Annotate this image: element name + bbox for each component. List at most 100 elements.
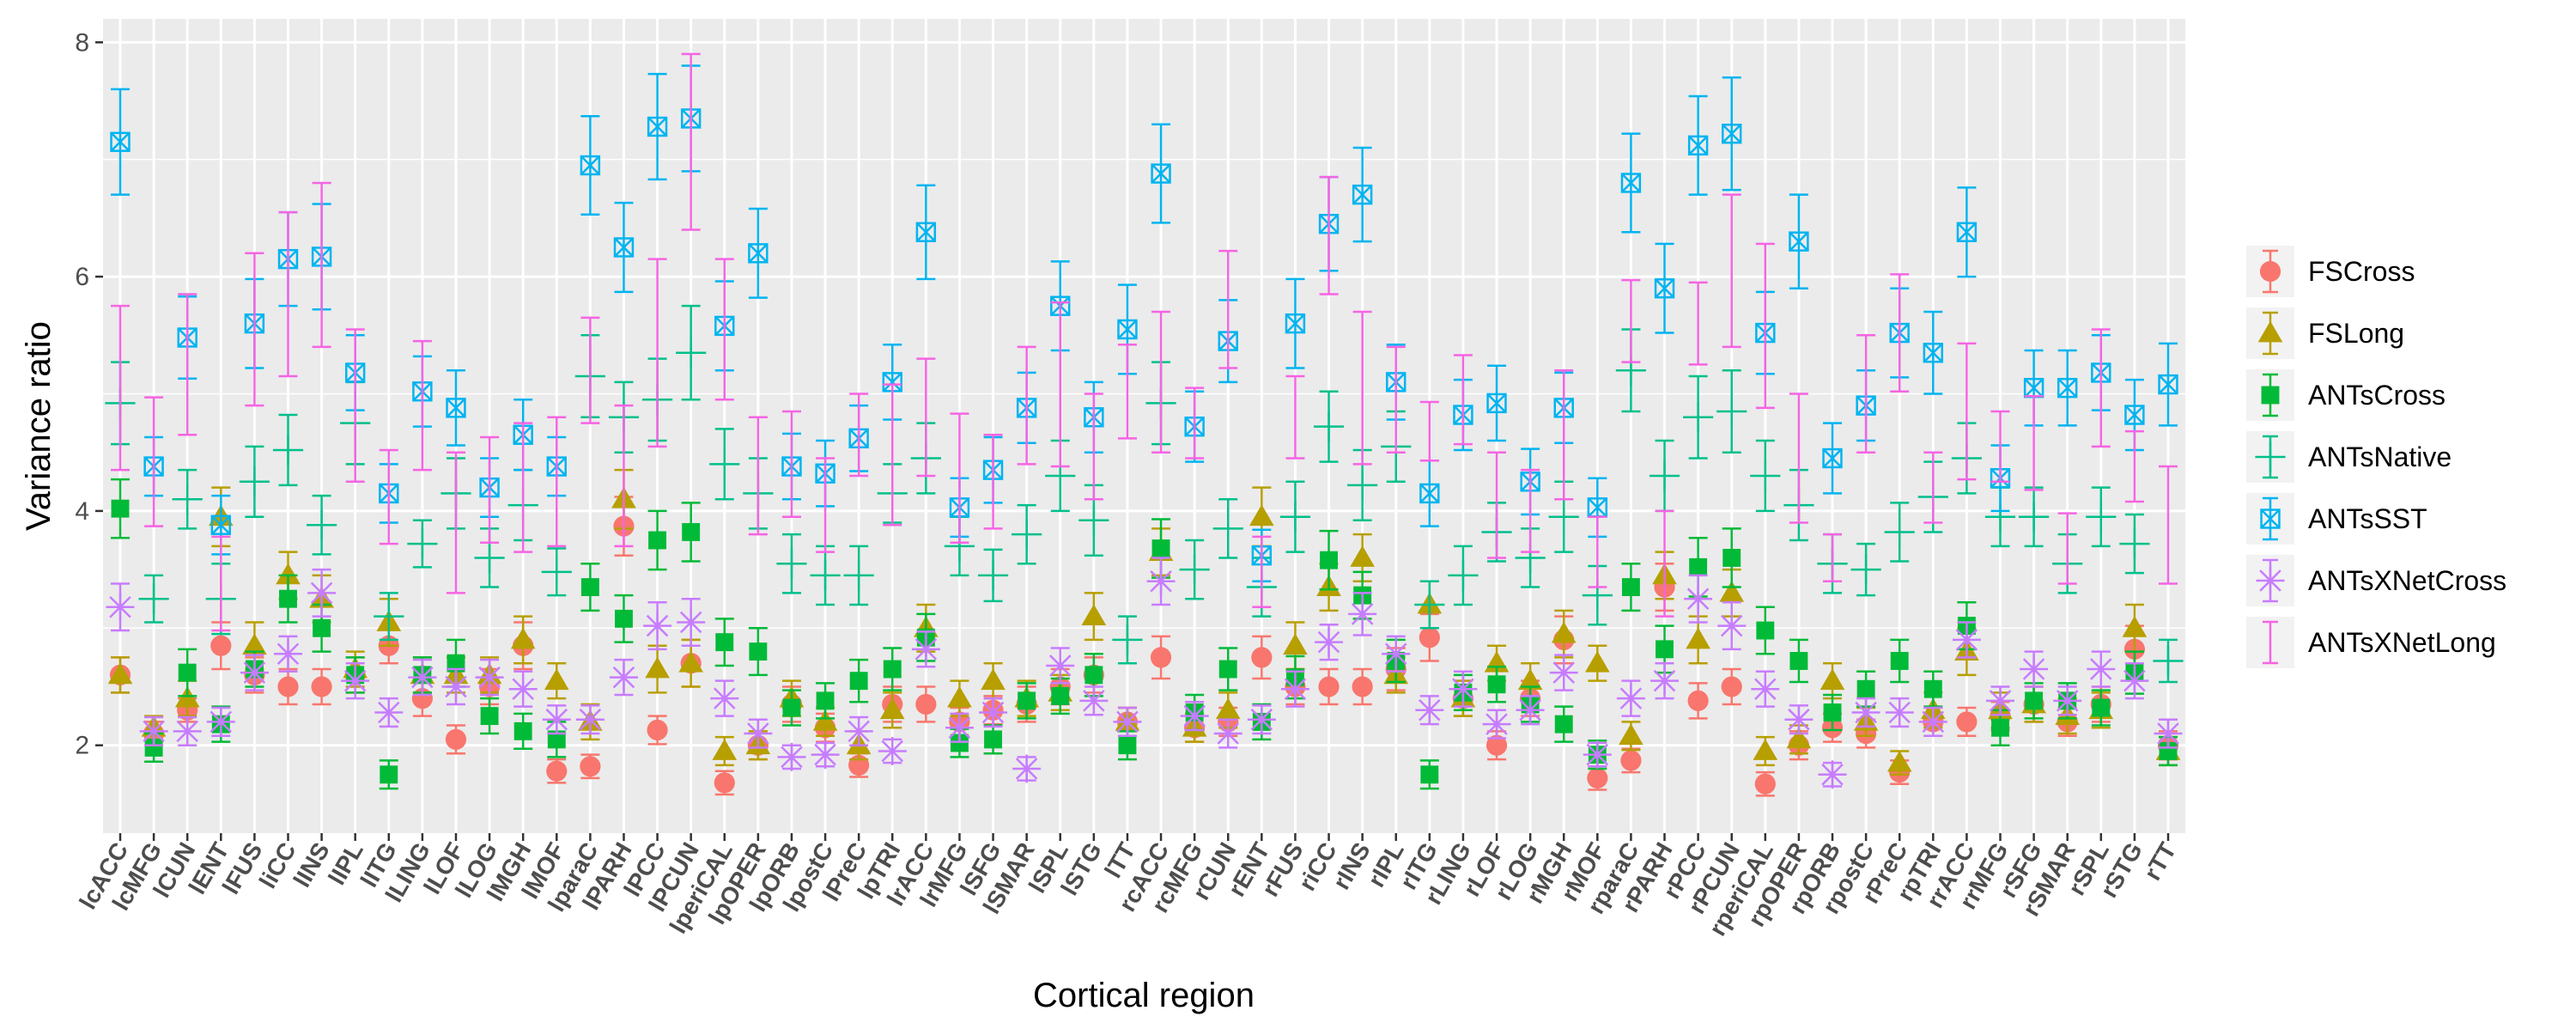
boxcross-point-box [613,237,635,258]
boxcross-point-d2 [2260,508,2281,529]
error-bar [1755,242,1775,410]
data-point [984,730,1003,749]
boxcross-point-box [210,514,231,535]
data-point [643,612,672,641]
data-point [1654,278,1675,299]
error-bar [1923,451,1943,524]
data-point [1620,750,1642,771]
error-bar [1688,281,1708,366]
data-point [981,668,1005,691]
triangle-point [1249,504,1274,527]
square-point [1856,679,1875,698]
square-point [111,499,130,518]
data-point [1620,173,1642,193]
star-point-4 [2056,690,2079,712]
boxcross-point-d2 [1117,320,1138,339]
star-point-4 [1653,669,1676,692]
circle-point [1721,676,1742,697]
star-point-4 [914,638,938,661]
data-point [777,742,806,771]
triangle-point [1551,621,1577,643]
y-tick-label: 8 [75,28,89,57]
legend-key-ANTsSST [2246,493,2294,545]
star-point-4 [881,740,904,763]
triangle-point [544,668,569,691]
data-point [1079,686,1109,715]
y-tick-label: 2 [75,732,89,760]
data-point [2122,615,2148,637]
data-point [2086,502,2117,533]
data-point [445,728,467,750]
data-point [744,719,773,748]
data-point [1414,589,1445,620]
square-point [447,654,465,673]
data-point [2158,374,2178,395]
data-point [272,435,304,466]
data-point [879,697,905,720]
error-bar [1554,368,1574,501]
triangle-point [1719,581,1745,602]
data-point [1956,222,1978,242]
boxcross-point-d2 [2057,378,2078,399]
data-point [311,676,332,697]
circle-point [445,728,467,750]
boxcross-point-box [1687,135,1709,156]
data-point [1212,513,1243,544]
data-point [947,685,972,708]
data-point [313,618,331,637]
triangle-point [947,685,972,708]
error-bar [412,339,432,472]
error-bar [1957,342,1977,481]
error-bar [681,52,701,231]
error-bar [816,457,835,553]
legend-background [2241,234,2567,677]
data-point [2020,654,2049,684]
error-bar [781,410,801,518]
data-point [408,663,437,692]
error-bar [1890,273,1910,393]
star-point-4 [343,669,367,692]
boxcross-point-d2 [1957,222,1977,242]
error-bar [480,435,500,544]
boxcross-point-d2 [110,131,131,152]
square-point [1621,578,1640,597]
data-point [544,668,569,691]
data-point [883,660,902,679]
error-bar [1722,193,1741,349]
data-point [1285,313,1306,334]
error-bar [379,448,398,545]
boxcross-point-box [2057,377,2078,399]
square-point [1487,675,1506,694]
data-point [1487,675,1506,694]
data-point [475,663,504,692]
square-point [816,691,835,710]
data-point [239,466,270,497]
star-point-4 [1284,678,1307,700]
y-tick-label: 4 [75,497,89,526]
data-point [1018,691,1036,710]
boxcross-point-box [1822,447,1843,469]
data-point [380,765,398,784]
data-point [1717,612,1747,641]
data-point [1786,727,1812,749]
star-point-4 [1989,690,2012,712]
data-point [1549,658,1578,687]
data-point [714,772,735,794]
data-point [1619,723,1643,746]
data-point [1684,584,1713,613]
data-point [1315,628,1344,657]
data-point [1885,698,1914,728]
data-point [878,737,907,766]
triangle-point [1585,650,1610,673]
triangle-point [812,709,838,731]
data-point [1687,135,1709,156]
data-point [945,713,974,742]
data-point [1215,697,1241,720]
star-point-4 [1317,630,1340,654]
data-point [1721,676,1742,697]
star-point-4 [981,701,1005,724]
boxcross-point-box [2124,405,2145,425]
circle-point [1687,690,1709,711]
error-bar [580,316,600,424]
data-point [1587,767,1608,788]
